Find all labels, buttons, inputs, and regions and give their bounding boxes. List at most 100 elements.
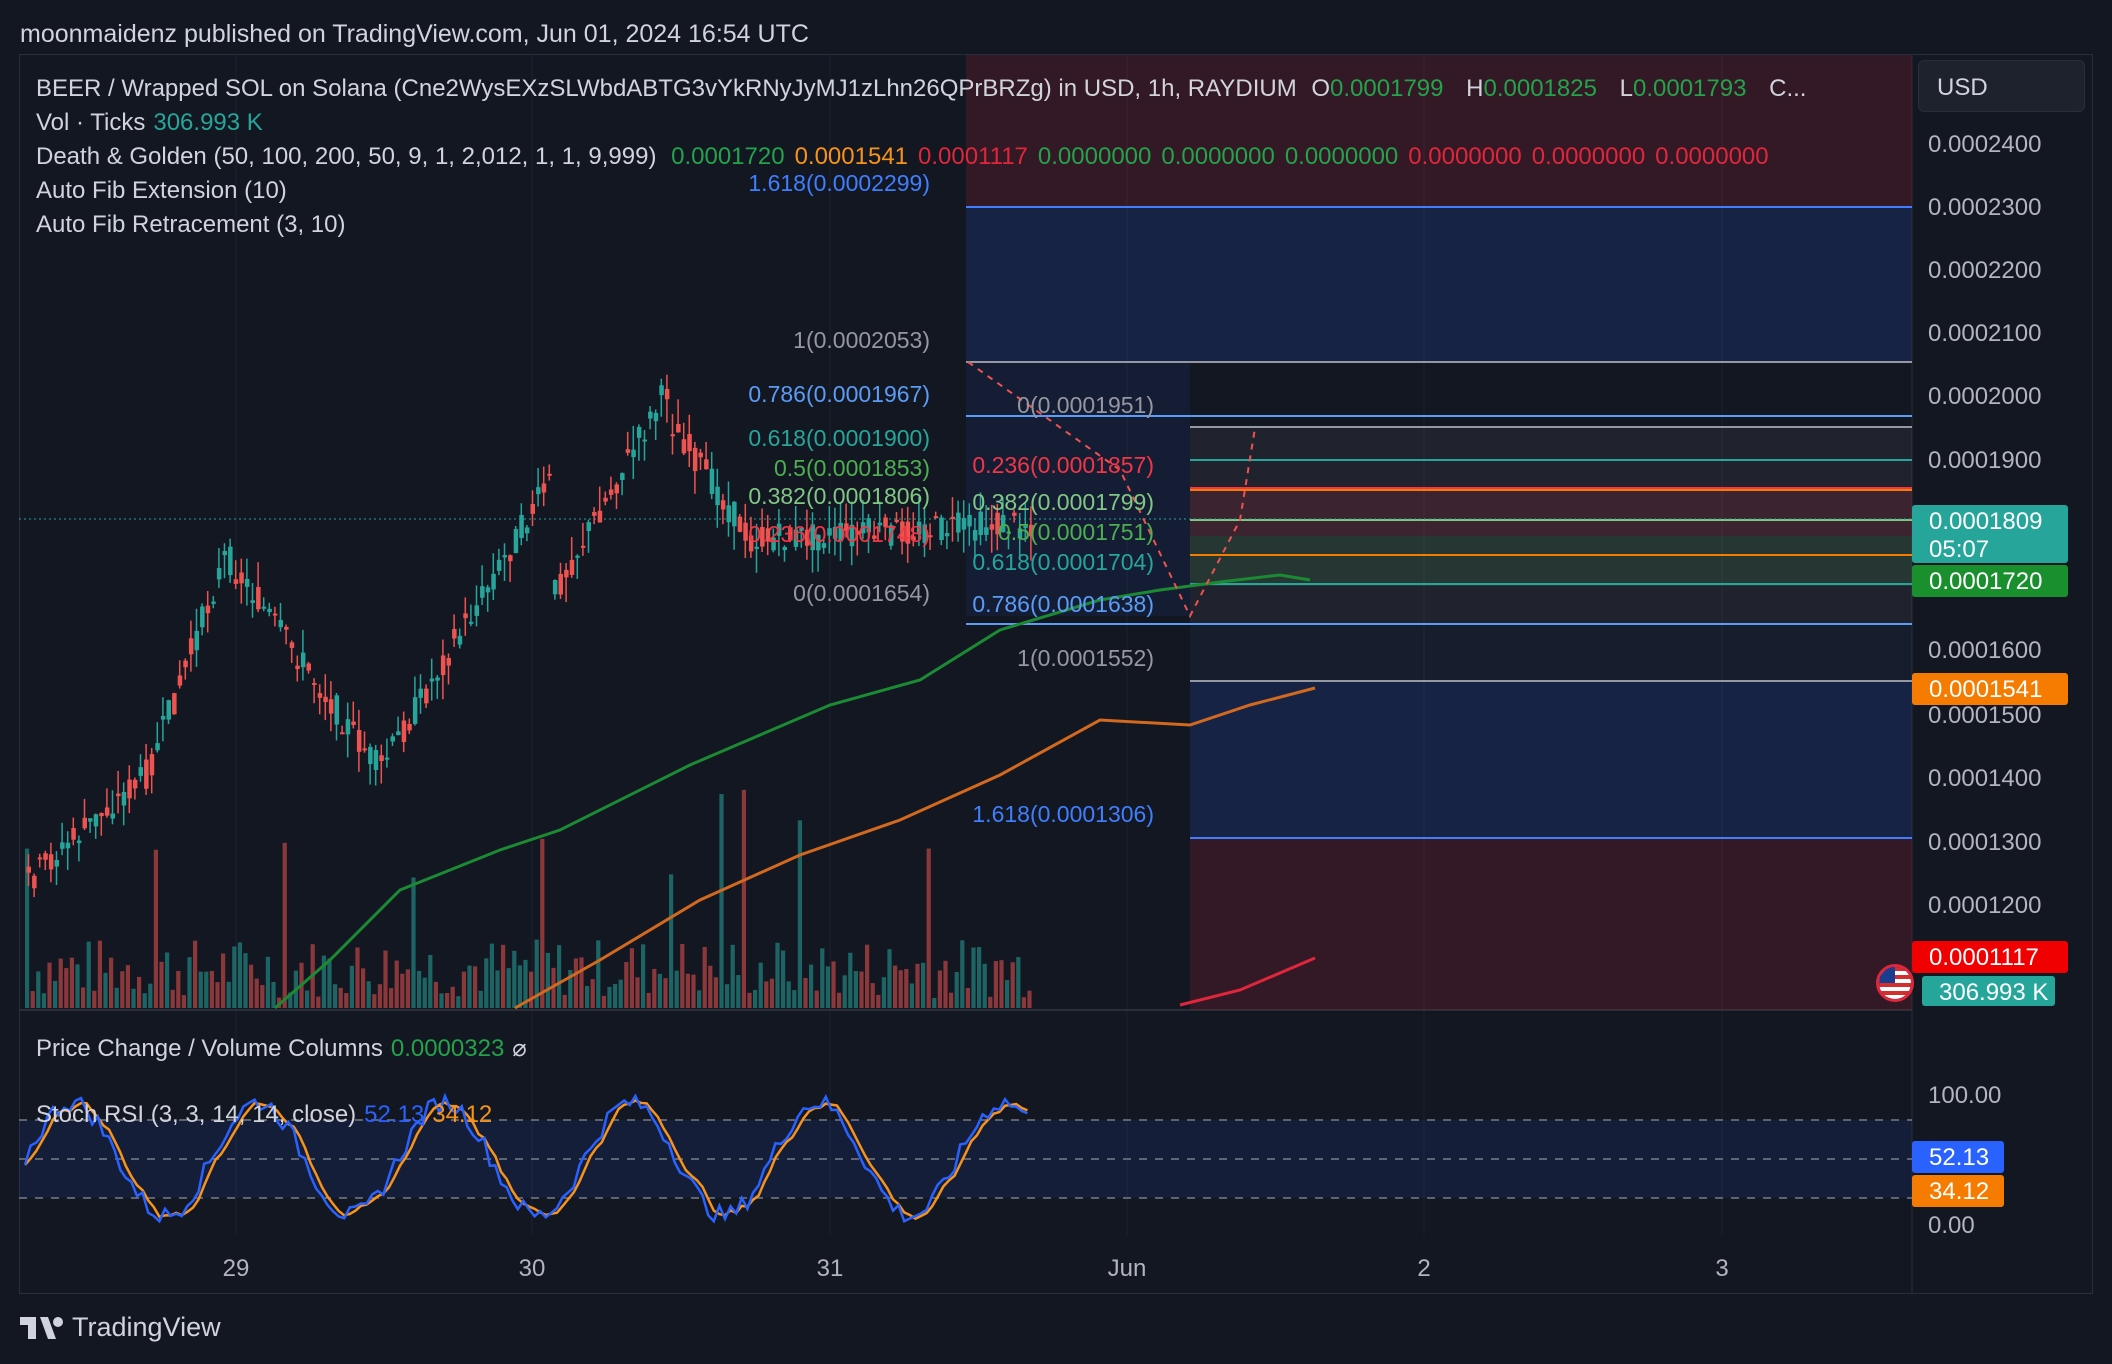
tradingview-logo-icon — [20, 1316, 63, 1339]
volume-bar — [450, 986, 455, 1008]
candle-body — [200, 606, 205, 628]
death-golden-value: 0.0000000 — [1531, 143, 1646, 170]
volume-bar — [764, 981, 769, 1008]
stoch-rsi-d: 34.12 — [432, 1101, 493, 1128]
candle-body — [166, 700, 171, 720]
volume-bar — [254, 978, 259, 1008]
volume-bar — [405, 969, 410, 1008]
candle-body — [261, 606, 267, 609]
chart-canvas[interactable] — [0, 0, 2112, 1300]
candle-body — [827, 528, 832, 536]
currency-selector[interactable]: USD — [1918, 60, 2085, 112]
candle-body — [188, 638, 194, 655]
volume-bar — [596, 940, 601, 1008]
symbol-title[interactable]: BEER / Wrapped SOL on Solana (Cne2WysEXz… — [36, 75, 1297, 102]
price-tick: 0.0001400 — [1928, 765, 2042, 792]
volume-bar — [114, 987, 119, 1008]
volume-bar — [965, 987, 970, 1008]
candle-body — [205, 605, 211, 614]
candle-body — [569, 559, 575, 575]
volume-bar — [865, 944, 870, 1008]
candle-body — [692, 447, 698, 472]
volume-bar — [137, 976, 142, 1008]
volume-bar — [825, 966, 830, 1008]
last-price-label: 0.0001809 05:07 — [1912, 505, 2068, 563]
volume-bar — [523, 959, 528, 1008]
death-golden-value: 0.0001117 — [918, 143, 1028, 170]
open-label: O — [1311, 75, 1331, 102]
volume-bar — [97, 940, 102, 1008]
volume-bar — [529, 971, 534, 1008]
volume-bar — [775, 942, 780, 1008]
candle-body — [608, 489, 614, 495]
us-flag-icon[interactable] — [1876, 964, 1914, 1002]
price-change-label: Price Change / Volume Columns — [36, 1035, 383, 1062]
candle-body — [905, 521, 911, 544]
candle-body — [709, 468, 715, 494]
candle-body — [373, 750, 379, 770]
open-value: 0.0001799 — [1330, 75, 1444, 102]
volume-bar — [613, 984, 618, 1008]
rsi-k-label: 52.13 — [1912, 1141, 2004, 1173]
volume-bar — [36, 971, 41, 1008]
volume-bar — [198, 971, 203, 1008]
volume-bar — [372, 994, 377, 1008]
candle-body — [883, 517, 888, 528]
volume-bar — [92, 990, 97, 1008]
time-tick: 3 — [1715, 1255, 1729, 1282]
candle-body — [256, 586, 261, 610]
volume-bar — [81, 987, 86, 1008]
candle-body — [144, 759, 149, 789]
volume-bar — [921, 962, 926, 1008]
candle-body — [110, 813, 115, 819]
close-label: C... — [1769, 75, 1807, 102]
volume-bar — [708, 965, 713, 1008]
volume-bar — [545, 952, 550, 1008]
candle-body — [530, 503, 535, 514]
fib-extension-label: 0(0.0001654) — [793, 580, 930, 606]
fib-retracement-label: 0.618(0.0001704) — [972, 549, 1154, 575]
candle-body — [519, 514, 524, 538]
legend-price-change[interactable]: Price Change / Volume Columns 0.0000323 ⌀ — [36, 1034, 535, 1063]
candle-body — [838, 522, 843, 542]
candle-body — [306, 663, 311, 671]
candle-body — [664, 388, 670, 400]
legend-volume-row[interactable]: Vol · Ticks 306.993 K — [36, 109, 271, 137]
ma50-price-label: 0.0001720 — [1912, 565, 2068, 597]
legend-fib-extension[interactable]: Auto Fib Extension (10) — [36, 177, 287, 204]
legend-stoch-rsi[interactable]: Stoch RSI (3, 3, 14, 14, close) 52.13 34.1… — [36, 1101, 500, 1129]
ma200-line — [1179, 956, 1316, 1007]
candle-body — [648, 411, 653, 419]
candle-body — [99, 812, 104, 817]
volume-bar — [820, 948, 825, 1008]
footer[interactable]: TradingView — [20, 1312, 221, 1343]
volume-bar — [831, 961, 836, 1008]
candle-body — [93, 814, 99, 827]
candle-body — [547, 473, 552, 476]
candle-body — [603, 497, 608, 502]
candle-body — [911, 536, 916, 541]
volume-bar — [691, 974, 696, 1008]
candle-body — [26, 866, 31, 873]
candle-body — [625, 449, 631, 453]
price-tick: 0.0001500 — [1928, 702, 2042, 729]
candle-body — [194, 630, 199, 651]
ma200-price-label: 0.0001117 — [1912, 941, 2068, 973]
death-golden-value: 0.0001720 — [671, 143, 785, 170]
fib-extension-label: 0.618(0.0001900) — [748, 425, 930, 451]
volume-bar — [361, 968, 366, 1008]
volume-bar — [204, 971, 209, 1008]
volume-bar — [377, 984, 382, 1008]
fib-zone — [1190, 536, 1912, 586]
volume-bar — [893, 965, 898, 1008]
candle-body — [435, 677, 440, 681]
volume-label: Vol · Ticks — [36, 109, 146, 136]
legend-fib-retracement[interactable]: Auto Fib Retracement (3, 10) — [36, 211, 346, 238]
candle-body — [334, 695, 339, 725]
volume-bar — [288, 992, 293, 1008]
candle-body — [978, 511, 983, 536]
candle-body — [653, 412, 659, 422]
volume-bar — [629, 948, 634, 1008]
volume-bar — [484, 958, 489, 1008]
legend-death-golden-row[interactable]: Death & Golden (50, 100, 200, 50, 9, 1, … — [36, 143, 1787, 171]
